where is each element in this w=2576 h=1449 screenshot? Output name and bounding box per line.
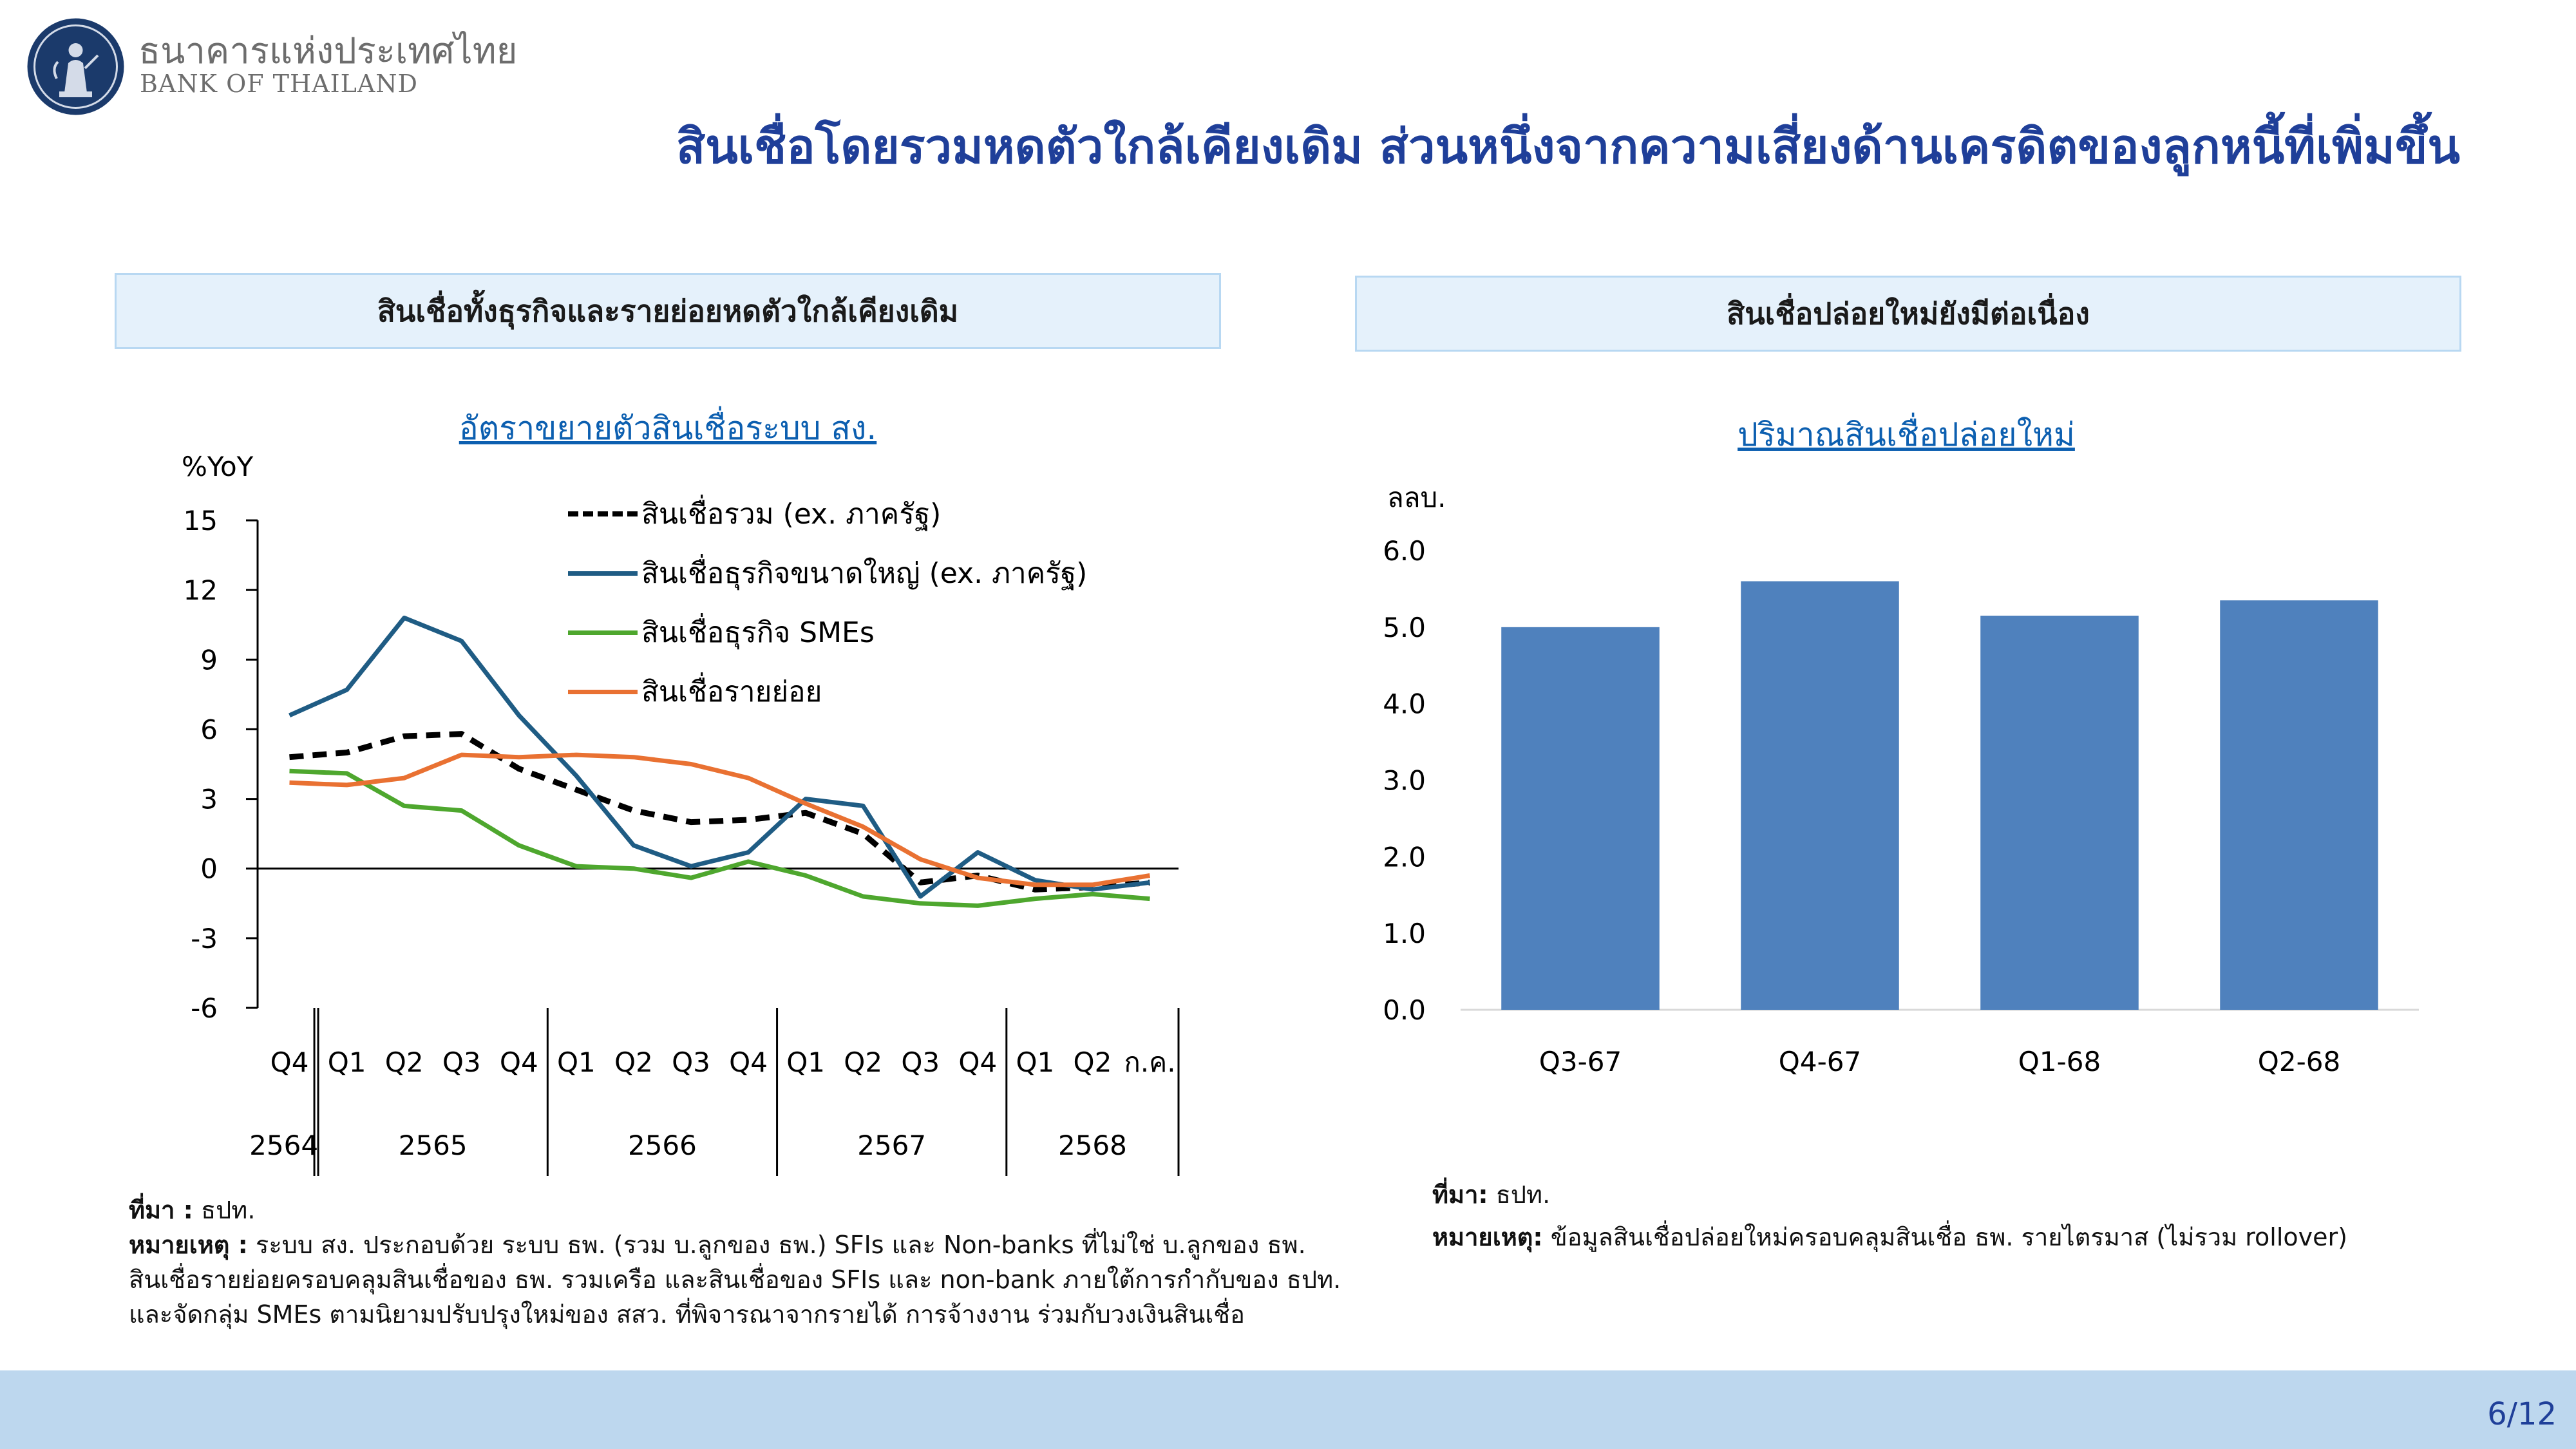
bar-chart-title: ปริมาณสินเชื่อปล่อยใหม่ (1738, 416, 2075, 453)
right-section-header: สินเชื่อปล่อยใหม่ยังมีต่อเนื่อง (1355, 276, 2461, 352)
x-tick-label: Q3 (442, 1046, 481, 1078)
year-label: 2566 (628, 1130, 697, 1161)
bank-of-thailand-logo (26, 17, 126, 117)
bar (1501, 627, 1660, 1010)
x-tick-label: Q2-68 (2258, 1046, 2340, 1077)
left-note-1: หมายเหตุ : ระบบ สง. ประกอบด้วย ระบบ ธพ. … (129, 1227, 1341, 1262)
series-line (289, 615, 1150, 899)
x-tick-label: Q3 (901, 1046, 940, 1078)
source-text: ธปท. (1488, 1180, 1551, 1209)
legend-item-large-corporate: สินเชื่อธุรกิจขนาดใหญ่ (ex. ภาครัฐ) (568, 544, 1148, 603)
line-chart-y-unit: %YoY (182, 451, 254, 482)
left-note-2: สินเชื่อรายย่อยครอบคลุมสินเชื่อของ ธพ. ร… (129, 1265, 1341, 1294)
year-label: 2568 (1058, 1130, 1127, 1161)
legend-label: สินเชื่อธุรกิจขนาดใหญ่ (ex. ภาครัฐ) (641, 557, 1088, 590)
x-tick-label: ก.ค. (1124, 1046, 1175, 1078)
line-chart-title: อัตราขยายตัวสินเชื่อระบบ สง. (459, 410, 877, 447)
bar (2220, 600, 2378, 1010)
org-name-thai: ธนาคารแห่งประเทศไทย (138, 30, 518, 72)
right-note: หมายเหตุ: ข้อมูลสินเชื่อปล่อยใหม่ครอบคลุ… (1432, 1216, 2347, 1258)
x-tick-label: Q4-67 (1779, 1046, 1861, 1077)
legend-label: สินเชื่อรายย่อย (641, 676, 822, 708)
line-chart-legend: สินเชื่อรวม (ex. ภาครัฐ) สินเชื่อธุรกิจข… (568, 484, 1148, 721)
y-tick-label: 6 (200, 714, 218, 745)
left-section-title: สินเชื่อทั้งธุรกิจและรายย่อยหดตัวใกล้เคี… (377, 293, 959, 328)
y-tick-label: 2.0 (1383, 841, 1426, 873)
left-note-3: และจัดกลุ่ม SMEs ตามนิยามปรับปรุงใหม่ของ… (129, 1300, 1245, 1329)
y-tick-label: 15 (184, 505, 218, 536)
x-tick-label: Q1 (1016, 1046, 1054, 1078)
year-label: 2565 (399, 1130, 468, 1161)
legend-label: สินเชื่อรวม (ex. ภาครัฐ) (641, 498, 942, 531)
y-tick-label: 12 (184, 574, 218, 606)
page-title: สินเชื่อโดยรวมหดตัวใกล้เคียงเดิม ส่วนหนึ… (676, 119, 2460, 175)
x-tick-label: Q4 (958, 1046, 997, 1078)
y-tick-label: 0.0 (1383, 994, 1426, 1026)
y-tick-label: 3 (200, 784, 218, 815)
source-label: ที่มา : (129, 1196, 193, 1224)
x-tick-label: Q4 (500, 1046, 538, 1078)
x-tick-label: Q1 (328, 1046, 366, 1078)
legend-label: สินเชื่อธุรกิจ SMEs (641, 616, 875, 649)
legend-item-retail: สินเชื่อรายย่อย (568, 662, 1148, 721)
source-text: ธปท. (193, 1196, 256, 1224)
source-label: ที่มา: (1432, 1180, 1488, 1209)
left-source: ที่มา : ธปท. (129, 1193, 1341, 1227)
x-tick-label: Q1-68 (2018, 1046, 2101, 1077)
right-section-title: สินเชื่อปล่อยใหม่ยังมีต่อเนื่อง (1727, 296, 2090, 331)
x-tick-label: Q2 (844, 1046, 882, 1078)
year-label: 2564 (249, 1130, 318, 1161)
x-tick-label: Q3 (672, 1046, 710, 1078)
legend-swatch (568, 630, 638, 635)
y-tick-label: 6.0 (1383, 535, 1426, 567)
y-tick-label: 5.0 (1383, 612, 1426, 643)
y-tick-label: -3 (191, 923, 218, 954)
bar-chart-y-unit: ลลบ. (1387, 482, 1446, 513)
series-line (289, 768, 1150, 908)
right-notes: ที่มา: ธปท. หมายเหตุ: ข้อมูลสินเชื่อปล่อ… (1432, 1173, 2347, 1258)
legend-item-sme: สินเชื่อธุรกิจ SMEs (568, 603, 1148, 662)
series-line (289, 752, 1151, 887)
left-notes: ที่มา : ธปท. หมายเหตุ : ระบบ สง. ประกอบด… (129, 1193, 1341, 1332)
right-source: ที่มา: ธปท. (1432, 1173, 2347, 1216)
y-tick-label: 4.0 (1383, 688, 1426, 720)
x-tick-label: Q1 (786, 1046, 825, 1078)
org-name-english: BANK OF THAILAND (140, 70, 419, 98)
bar (1741, 581, 1899, 1010)
x-tick-label: Q4 (270, 1046, 309, 1078)
x-tick-label: Q2 (385, 1046, 424, 1078)
x-tick-label: Q1 (557, 1046, 596, 1078)
note-text: ข้อมูลสินเชื่อปล่อยใหม่ครอบคลุมสินเชื่อ … (1542, 1223, 2347, 1251)
x-tick-label: Q2 (614, 1046, 653, 1078)
y-tick-label: -6 (191, 992, 218, 1024)
legend-swatch (568, 511, 638, 516)
y-tick-label: 9 (200, 644, 218, 676)
note-text: ระบบ สง. ประกอบด้วย ระบบ ธพ. (รวม บ.ลูกข… (247, 1231, 1306, 1259)
legend-swatch (568, 571, 638, 576)
series-line (289, 731, 1150, 893)
legend-item-total-credit: สินเชื่อรวม (ex. ภาครัฐ) (568, 484, 1148, 544)
bar (1980, 616, 2139, 1010)
x-tick-label: Q4 (729, 1046, 768, 1078)
page-number: 6/12 (2487, 1396, 2557, 1432)
y-tick-label: 0 (200, 853, 218, 885)
left-section-header: สินเชื่อทั้งธุรกิจและรายย่อยหดตัวใกล้เคี… (115, 273, 1221, 349)
y-tick-label: 3.0 (1383, 765, 1426, 797)
footer-bar: 6/12 (0, 1370, 2576, 1449)
year-label: 2567 (857, 1130, 926, 1161)
y-tick-label: 1.0 (1383, 918, 1426, 949)
note-label: หมายเหตุ: (1432, 1223, 1543, 1251)
note-label: หมายเหตุ : (129, 1231, 248, 1259)
legend-swatch (568, 689, 638, 694)
x-tick-label: Q3-67 (1539, 1046, 1622, 1077)
x-tick-label: Q2 (1074, 1046, 1112, 1078)
